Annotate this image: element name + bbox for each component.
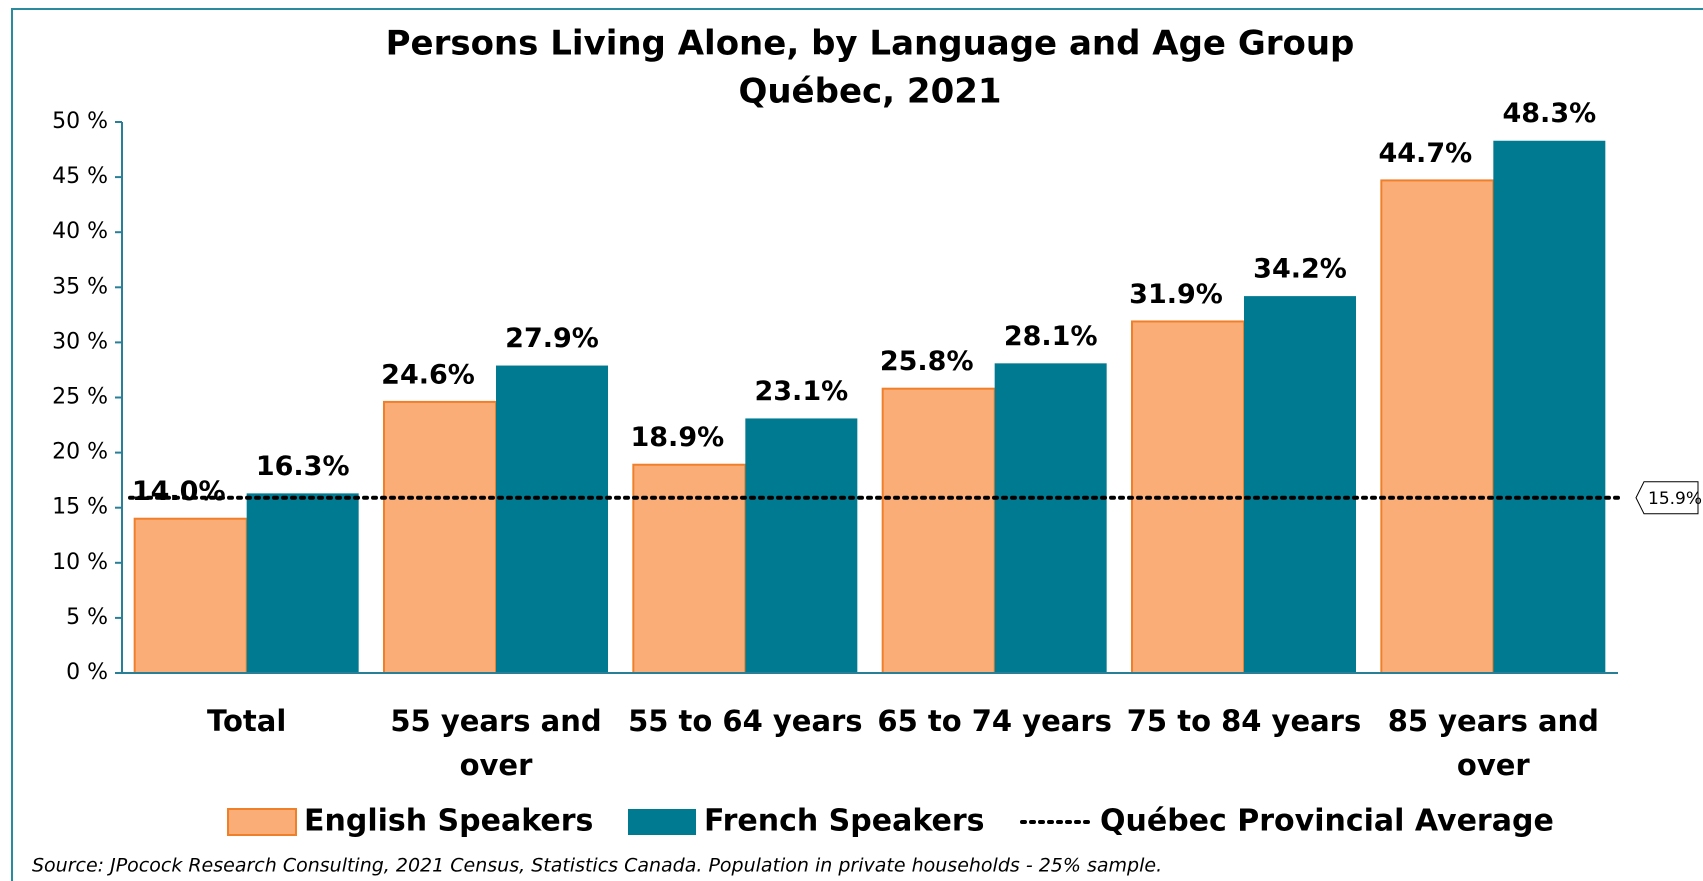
data-label: 27.9% <box>505 323 599 354</box>
data-label: 28.1% <box>1004 321 1098 352</box>
bar <box>1244 296 1356 673</box>
bar <box>133 517 248 674</box>
y-tick-label: 25 % <box>52 385 108 410</box>
data-label: 25.8% <box>880 346 974 377</box>
x-tick-label: 55 to 64 years <box>628 704 863 738</box>
x-tick-label: 55 years and over <box>390 704 602 782</box>
legend-label: French Speakers <box>704 804 984 839</box>
y-tick-label: 30 % <box>52 329 108 354</box>
y-tick-label: 15 % <box>52 495 108 520</box>
legend-label: English Speakers <box>304 804 593 839</box>
bar <box>496 365 608 673</box>
chart-subtitle: Québec, 2021 <box>738 72 1001 112</box>
bar <box>994 363 1107 673</box>
data-label: 34.2% <box>1253 254 1347 285</box>
callout-box <box>1635 481 1699 515</box>
bar <box>246 493 359 673</box>
legend-swatch <box>227 808 297 836</box>
y-tick-label: 0 % <box>66 660 108 685</box>
data-label: 18.9% <box>630 422 724 453</box>
data-label: 24.6% <box>381 359 475 390</box>
source-note: Source: JPocock Research Consulting, 202… <box>32 855 1162 877</box>
bar <box>1493 140 1606 673</box>
y-tick-label: 40 % <box>52 219 108 244</box>
data-label: 16.3% <box>256 451 350 482</box>
data-label: 44.7% <box>1378 138 1472 169</box>
legend-label: Québec Provincial Average <box>1100 804 1554 839</box>
y-tick-label: 10 % <box>52 550 108 575</box>
y-tick-label: 20 % <box>52 440 108 465</box>
data-label: 48.3% <box>1502 98 1596 129</box>
bar <box>881 387 996 674</box>
x-tick-label: 65 to 74 years <box>877 704 1112 738</box>
x-tick-label: 75 to 84 years <box>1126 704 1362 738</box>
data-label: 14.0% <box>132 476 226 507</box>
bar <box>745 418 858 673</box>
chart-frame <box>11 8 1703 881</box>
y-tick-label: 50 % <box>52 109 108 134</box>
average-label: 15.9% <box>1648 489 1702 509</box>
x-tick-label: 85 years and over <box>1387 704 1599 782</box>
y-tick-label: 5 % <box>66 605 108 630</box>
legend-swatch <box>628 809 696 835</box>
x-tick-label: Total <box>207 704 287 738</box>
chart-title: Persons Living Alone, by Language and Ag… <box>386 24 1355 64</box>
y-tick-label: 35 % <box>52 274 108 299</box>
bar <box>383 400 497 674</box>
data-label: 23.1% <box>754 376 848 407</box>
y-tick-label: 45 % <box>52 164 108 189</box>
data-label: 31.9% <box>1129 279 1223 310</box>
bar <box>1380 179 1495 674</box>
